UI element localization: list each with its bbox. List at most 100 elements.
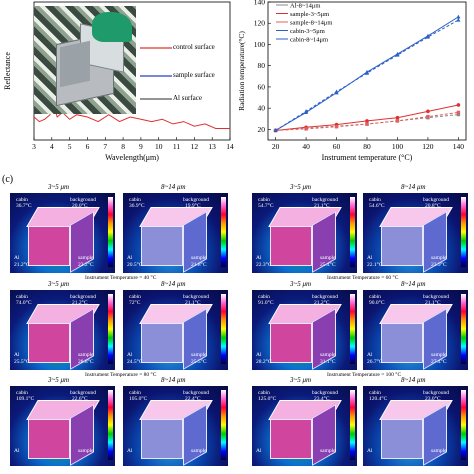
x-tick-label: 120 [422, 142, 434, 151]
sample-label: sample [320, 352, 336, 358]
background-label: background [423, 390, 449, 396]
legend-entry: sample-8~14μm [290, 20, 332, 27]
band-heading: 8~14 μm [401, 280, 426, 288]
cabin-temperature: 54.6°C [369, 203, 385, 209]
cabin-label: cabin [369, 294, 381, 300]
sample-label: sample [191, 352, 207, 358]
cabin-label: cabin [258, 197, 270, 203]
al-label: Al [14, 448, 20, 454]
cabin-label: cabin [258, 294, 270, 300]
series-point [456, 14, 461, 19]
cabin-temperature: 74.0°C [16, 300, 32, 306]
band-heading: 3~5 μm [48, 280, 70, 288]
thermal-image: cabin 90.0°C background 21.1°C Al 26.7°C sampl… [363, 290, 468, 370]
x-tick-label: 40 [302, 142, 310, 151]
background-label: background [312, 197, 338, 203]
series-point [334, 89, 339, 94]
al-label: Al [14, 352, 20, 358]
sample-label: sample [191, 448, 207, 454]
cabin-label: cabin [16, 294, 28, 300]
sample-temperature: 28.8°C [78, 359, 94, 365]
color-scale-bar [221, 197, 226, 267]
y-axis-label: Radiation temperature(°C) [237, 31, 246, 111]
band-heading: 8~14 μm [401, 376, 426, 384]
band-heading: 3~5 μm [48, 376, 70, 384]
color-scale-bar [221, 294, 226, 364]
y-tick-label: 140 [254, 0, 266, 7]
color-scale-bar [461, 390, 466, 460]
al-temperature: 24.5°C [127, 359, 143, 365]
background-temperature: 21.1°C [314, 203, 330, 209]
background-temperature: 22.6°C [72, 396, 88, 402]
series-point [365, 119, 369, 123]
x-tick-label: 13 [208, 142, 216, 151]
al-label: Al [14, 255, 20, 261]
cabin-label: cabin [129, 294, 141, 300]
instrument-temperature-caption: Instrument Temperature = 100 °C [327, 372, 402, 378]
sample-label: sample [78, 255, 94, 261]
cabin-temperature: 72°C [129, 300, 141, 306]
cabin-temperature: 120.4°C [369, 396, 388, 402]
cabin-label: cabin [16, 197, 28, 203]
thermal-image: cabin 125.0°C background 23.4°C Al sample [252, 386, 357, 466]
thermal-image: cabin 36.9°C background 19.9°C Al 20.5°C sampl… [123, 193, 228, 273]
cabin-temperature: 125.0°C [258, 396, 277, 402]
color-scale-bar [108, 390, 113, 460]
background-label: background [183, 294, 209, 300]
color-scale-bar [350, 294, 355, 364]
sample-temperature: 23.9°C [431, 262, 447, 268]
inset-label-al: Al surface [173, 94, 202, 102]
y-axis-label: Reflectance [3, 52, 12, 90]
legend-entry: cabin-3~5μm [290, 28, 325, 35]
series-point [456, 17, 461, 22]
background-label: background [70, 390, 96, 396]
al-label: Al [367, 255, 373, 261]
background-temperature: 23.0°C [425, 396, 441, 402]
x-tick-label: 9 [139, 142, 143, 151]
al-temperature: 21.2°C [14, 262, 30, 268]
band-heading: 8~14 μm [161, 376, 186, 384]
sample-temperature: 21.8°C [191, 262, 207, 268]
band-heading: 8~14 μm [401, 183, 426, 191]
x-tick-label: 100 [392, 142, 404, 151]
series-point [456, 112, 461, 117]
thermal-image: cabin 109.1°C background 22.6°C Al sample [10, 386, 115, 466]
sample-temperature: 27.4°C [431, 359, 447, 365]
cabin-label: cabin [258, 390, 270, 396]
series-point [395, 52, 400, 57]
background-temperature: 21.1°C [425, 300, 441, 306]
x-tick-label: 8 [121, 142, 125, 151]
x-tick-label: 5 [68, 142, 72, 151]
cabin-label: cabin [369, 390, 381, 396]
series-point [456, 103, 461, 107]
series-point [334, 125, 339, 129]
sample-label: sample [78, 448, 94, 454]
sample-label: sample [78, 352, 94, 358]
x-tick-label: 60 [333, 142, 341, 151]
series-point [426, 109, 430, 114]
color-scale-bar [461, 197, 466, 267]
series-point [425, 34, 430, 39]
device-photo [34, 6, 136, 114]
instrument-temperature-caption: Instrument Temperature = 60 °C [327, 275, 399, 281]
background-temperature: 21.2°C [314, 300, 330, 306]
thermal-image: cabin 120.4°C background 23.0°C Al sample [363, 386, 468, 466]
thermal-image: cabin 105.0°C background 22.4°C Al sample [123, 386, 228, 466]
x-tick-label: 14 [226, 142, 234, 151]
al-label: Al [256, 448, 262, 454]
al-label: Al [256, 255, 262, 261]
series-point [456, 110, 461, 115]
series-point [365, 70, 369, 75]
instrument-temperature-caption: Instrument Temperature = 40 °C [85, 275, 157, 281]
background-label: background [423, 294, 449, 300]
inset-label-sample: sample surface [173, 71, 215, 79]
background-temperature: 23.4°C [314, 396, 330, 402]
color-scale-bar [461, 294, 466, 364]
background-temperature: 19.9°C [185, 203, 201, 209]
background-label: background [423, 197, 449, 203]
band-heading: 8~14 μm [161, 183, 186, 191]
sample-label: sample [320, 448, 336, 454]
inset-label-control: control surface [173, 43, 215, 51]
x-tick-label: 7 [103, 142, 107, 151]
sample-label: sample [431, 448, 447, 454]
